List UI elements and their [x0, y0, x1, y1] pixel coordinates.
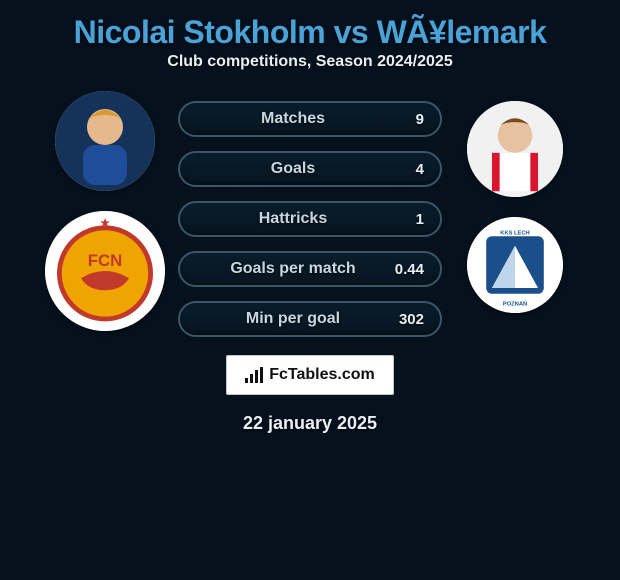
subtitle: Club competitions, Season 2024/2025	[50, 53, 570, 71]
right-club-badge: KKS LECH POZNAŃ	[467, 217, 563, 313]
date-text: 22 january 2025	[243, 413, 377, 434]
bars-icon	[245, 367, 263, 383]
right-badge-text-top: KKS LECH	[500, 230, 529, 236]
stats-list: Matches 9 Goals 4 Hattricks 1 Goals per …	[178, 101, 442, 337]
stat-value: 0.44	[390, 261, 424, 278]
comparison-card: Nicolai Stokholm vs WÃ¥lemark Club compe…	[0, 0, 620, 580]
stat-label: Matches	[196, 110, 390, 128]
left-player-avatar	[55, 91, 155, 191]
stat-row-min-per-goal: Min per goal 302	[178, 301, 442, 337]
right-player-column: KKS LECH POZNAŃ	[460, 101, 570, 313]
stat-row-hattricks: Hattricks 1	[178, 201, 442, 237]
right-player-avatar	[467, 101, 563, 197]
stat-label: Hattricks	[196, 210, 390, 228]
left-badge-text: FCN	[88, 251, 123, 270]
comparison-layout: ★ FCN Matches 9 Goals 4 Hattricks 1 Goal…	[50, 101, 570, 337]
stat-value: 302	[390, 311, 424, 328]
stat-label: Goals per match	[196, 260, 390, 278]
stat-value: 1	[390, 211, 424, 228]
left-club-badge: ★ FCN	[45, 211, 165, 331]
stat-label: Goals	[196, 160, 390, 178]
page-title: Nicolai Stokholm vs WÃ¥lemark	[50, 14, 570, 51]
stat-row-matches: Matches 9	[178, 101, 442, 137]
brand-logo: FcTables.com	[226, 355, 394, 395]
stat-label: Min per goal	[196, 310, 390, 328]
brand-text: FcTables.com	[269, 366, 375, 384]
right-badge-text-bottom: POZNAŃ	[503, 299, 527, 307]
stat-value: 4	[390, 161, 424, 178]
stat-value: 9	[390, 111, 424, 128]
stat-row-goals: Goals 4	[178, 151, 442, 187]
left-player-column: ★ FCN	[50, 91, 160, 331]
stat-row-goals-per-match: Goals per match 0.44	[178, 251, 442, 287]
svg-text:★: ★	[100, 218, 110, 230]
footer: FcTables.com 22 january 2025	[50, 355, 570, 434]
